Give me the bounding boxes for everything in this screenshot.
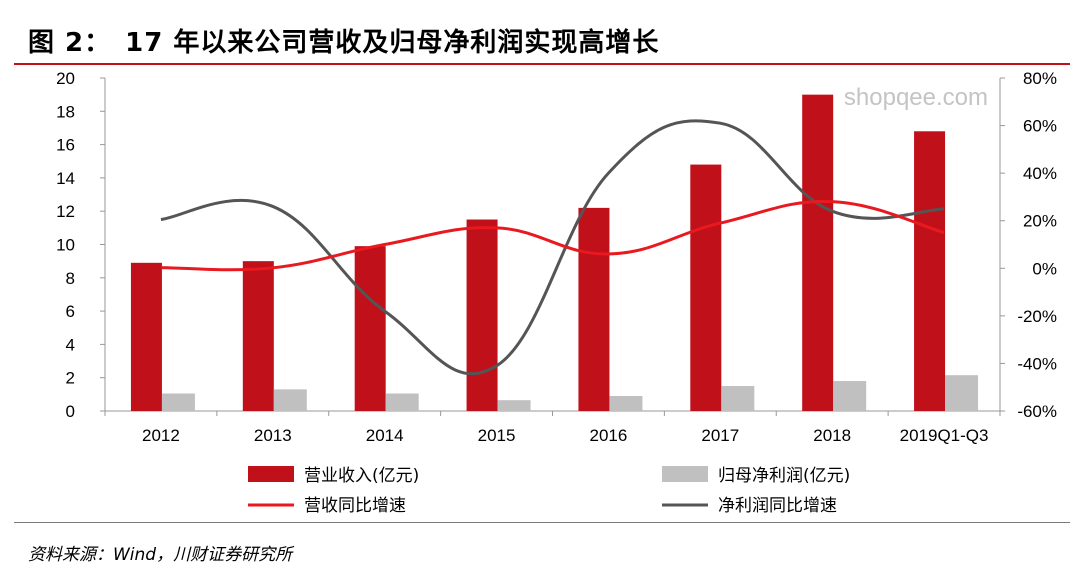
revenue-bar [242,261,274,411]
right-tick-label: 60% [1023,117,1057,136]
x-tick-label: 2014 [366,426,404,445]
watermark-text: shopqee.com [844,84,988,111]
legend-swatch-revenue [248,466,294,482]
revenue-growth-line [160,200,945,272]
revenue-bar [466,219,498,411]
legend-label-profit-growth: 净利润同比增速 [718,496,837,516]
left-tick-label: 20 [56,69,75,88]
revenue-bar [578,207,610,411]
profit-bar [721,386,755,411]
left-tick-label: 0 [66,402,75,421]
title-divider [14,63,1070,65]
profit-bar [833,381,867,411]
x-tick-label: 2015 [478,426,516,445]
right-tick-label: 0% [1032,259,1057,278]
revenue-bar [914,131,946,411]
left-tick-label: 6 [66,302,75,321]
x-tick-label: 2012 [142,426,180,445]
figure-number: 图 2： [28,28,112,58]
profit-bar [945,375,979,411]
profit-bar [273,389,307,411]
legend-label-profit: 归母净利润(亿元) [718,466,850,486]
right-tick-label: -60% [1017,402,1057,421]
left-tick-label: 12 [56,202,75,221]
legend-swatch-profit [662,466,708,482]
x-tick-label: 2013 [254,426,292,445]
right-tick-label: 40% [1023,164,1057,183]
legend-label-revenue: 营业收入(亿元) [304,466,419,486]
profit-bar [497,400,531,411]
footer-divider [14,522,1070,523]
revenue-bar [690,164,722,411]
right-tick-label: -20% [1017,307,1057,326]
left-tick-label: 16 [56,136,75,155]
right-tick-label: -40% [1017,354,1057,373]
profit-growth-line [160,119,945,376]
left-tick-label: 8 [66,269,75,288]
right-tick-label: 20% [1023,212,1057,231]
legend-label-revenue-growth: 营收同比增速 [304,496,406,516]
chart: shopqee.com 0 2 4 6 8 10 12 14 16 18 20 -60% -40% -20%… [56,69,1057,516]
x-tick-label: 2016 [590,426,628,445]
figure-title: 图 2： 17 年以来公司营收及归母净利润实现高增长 [28,22,659,59]
revenue-bar [130,262,162,411]
source-note: 资料来源：Wind，川财证券研究所 [28,545,293,565]
x-tick-label: 2019Q1-Q3 [900,426,989,445]
left-tick-label: 18 [56,102,75,121]
left-tick-label: 2 [66,369,75,388]
figure-title-text: 17 年以来公司营收及归母净利润实现高增长 [125,28,660,58]
profit-bar [385,393,419,411]
profit-bar [161,393,195,411]
left-tick-label: 14 [56,169,75,188]
left-tick-label: 4 [66,335,75,354]
left-tick-label: 10 [56,236,75,255]
x-tick-label: 2018 [813,426,851,445]
revenue-bar [354,246,386,411]
profit-bar [609,396,643,411]
right-tick-label: 80% [1023,69,1057,88]
revenue-bar [802,94,834,412]
x-tick-label: 2017 [701,426,739,445]
